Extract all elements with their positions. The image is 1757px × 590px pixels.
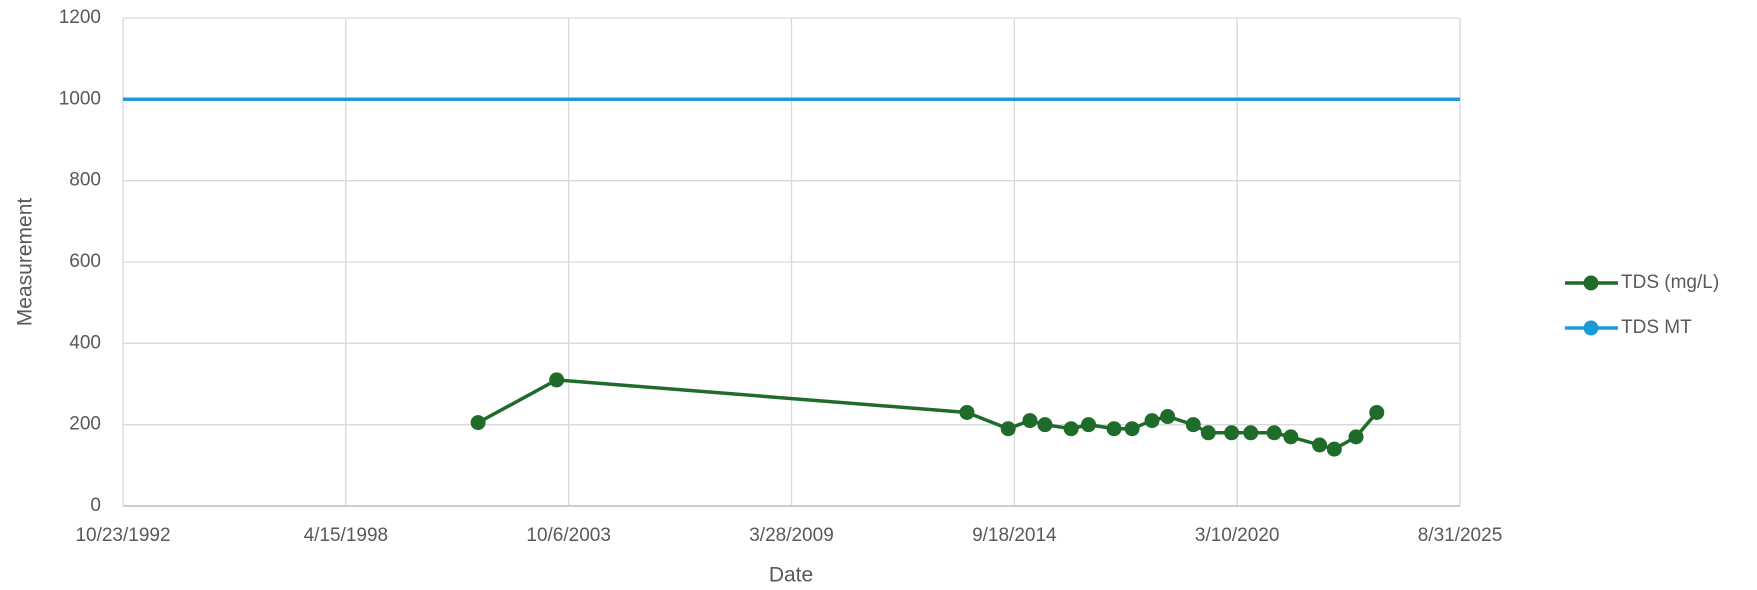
data-point [1326, 441, 1342, 457]
data-point [1160, 409, 1176, 425]
data-point [959, 404, 975, 420]
data-point [1283, 429, 1299, 445]
x-axis-title: Date [769, 564, 813, 587]
data-point [1185, 417, 1201, 433]
x-tick-label: 3/10/2020 [1195, 525, 1280, 546]
legend-marker [1583, 320, 1599, 336]
y-tick-label: 600 [69, 251, 101, 272]
legend-marker [1583, 275, 1599, 291]
data-point [1124, 421, 1140, 437]
data-point [1266, 425, 1282, 441]
data-point [1312, 437, 1328, 453]
y-tick-label: 800 [69, 170, 101, 191]
data-point [1224, 425, 1240, 441]
data-point [1022, 413, 1038, 429]
data-point [1063, 421, 1079, 437]
data-point [1106, 421, 1122, 437]
y-axis-title: Measurement [14, 198, 37, 327]
data-point [1081, 417, 1097, 433]
legend-label: TDS MT [1621, 317, 1692, 338]
data-point [1000, 421, 1016, 437]
data-point [1348, 429, 1364, 445]
x-tick-label: 9/18/2014 [972, 525, 1057, 546]
y-tick-label: 200 [69, 414, 101, 435]
y-tick-label: 0 [90, 495, 101, 516]
data-point [1144, 413, 1160, 429]
x-tick-label: 10/6/2003 [526, 525, 611, 546]
x-tick-label: 10/23/1992 [75, 525, 170, 546]
x-tick-label: 3/28/2009 [749, 525, 834, 546]
y-tick-label: 400 [69, 332, 101, 353]
data-point [549, 372, 565, 388]
x-tick-label: 4/15/1998 [304, 525, 389, 546]
data-point [1369, 404, 1385, 420]
data-point [470, 415, 486, 431]
series-line [477, 378, 1379, 451]
y-tick-label: 1200 [59, 7, 101, 28]
data-point [1037, 417, 1053, 433]
x-tick-label: 8/31/2025 [1418, 525, 1503, 546]
data-point [1243, 425, 1259, 441]
data-point [1200, 425, 1216, 441]
y-tick-label: 1000 [59, 88, 101, 109]
legend-label: TDS (mg/L) [1621, 272, 1719, 293]
